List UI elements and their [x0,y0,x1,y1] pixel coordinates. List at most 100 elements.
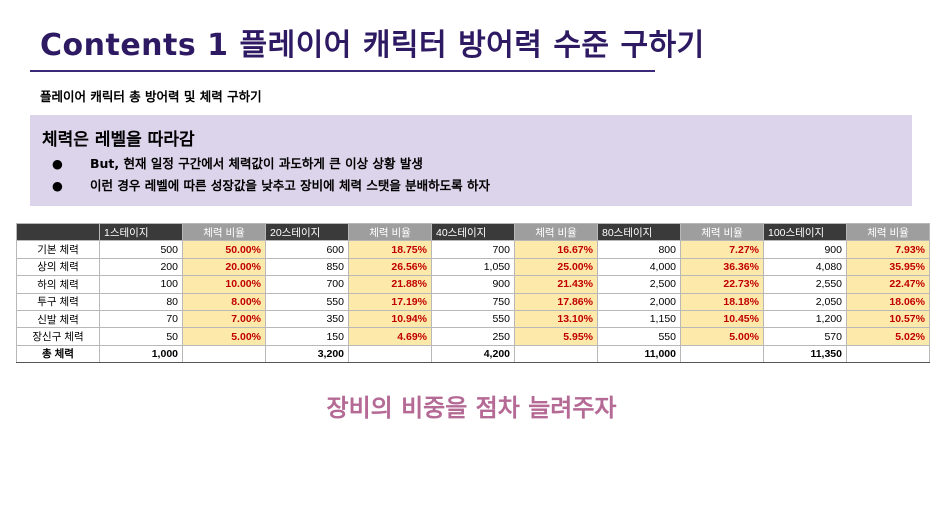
health-value-cell: 70 [99,309,183,329]
health-value-cell: 4,080 [763,257,847,277]
health-value-cell: 550 [265,292,349,311]
empty-cell [182,344,266,364]
table-row: 하의 체력 100 10.00% 700 21.88% 900 21.43% 2,500 22.… [16,275,930,294]
health-ratio-cell: 26.56% [348,257,432,277]
empty-cell [846,344,930,364]
stage-header: 1스테이지 [99,222,183,242]
row-label: 투구 체력 [16,292,100,311]
health-ratio-cell: 18.18% [680,292,764,311]
health-value-cell: 700 [431,240,515,259]
health-value-cell: 600 [265,240,349,259]
health-ratio-cell: 21.43% [514,275,598,294]
health-value-cell: 200 [99,257,183,277]
bullet-text: 이런 경우 레벨에 따른 성장값을 낮추고 장비에 체력 스탯을 분배하도록 하… [90,178,491,193]
row-label: 신발 체력 [16,309,100,329]
empty-cell [348,344,432,364]
health-ratio-cell: 7.27% [680,240,764,259]
table-row: 신발 체력 70 7.00% 350 10.94% 550 13.10% 1,150 10.45… [16,309,930,329]
empty-cell [680,344,764,364]
health-value-cell: 550 [431,309,515,329]
summary-bullet-list: ● But, 현재 일정 구간에서 체력값이 과도하게 큰 이상 상황 발생 ● 이… [50,153,490,197]
health-ratio-cell: 18.75% [348,240,432,259]
stage-header: 20스테이지 [265,222,349,242]
health-value-cell: 250 [431,327,515,346]
row-label: 하의 체력 [16,275,100,294]
table-row: 장신구 체력 50 5.00% 150 4.69% 250 5.95% 550 5.00% 570… [16,327,930,346]
bullet-item: ● 이런 경우 레벨에 따른 성장값을 낮추고 장비에 체력 스탯을 분배하도록 … [50,175,490,197]
total-value-cell: 4,200 [431,344,515,364]
total-label: 총 체력 [16,344,100,364]
table-row: 기본 체력 500 50.00% 600 18.75% 700 16.67% 800 7.27%… [16,240,930,259]
health-value-cell: 700 [265,275,349,294]
health-value-cell: 2,500 [597,275,681,294]
health-value-cell: 2,050 [763,292,847,311]
table-row: 상의 체력 200 20.00% 850 26.56% 1,050 25.00% 4,000 3… [16,257,930,277]
health-value-cell: 1,200 [763,309,847,329]
health-value-cell: 850 [265,257,349,277]
health-value-cell: 100 [99,275,183,294]
health-ratio-cell: 7.00% [182,309,266,329]
health-ratio-cell: 7.93% [846,240,930,259]
ratio-header: 체력 비율 [182,222,266,242]
table-header-row: 1스테이지 체력 비율 20스테이지 체력 비율 40스테이지 체력 비율 80스테이지 체력… [16,222,930,242]
health-ratio-cell: 10.57% [846,309,930,329]
row-label: 기본 체력 [16,240,100,259]
health-ratio-cell: 5.95% [514,327,598,346]
bullet-item: ● But, 현재 일정 구간에서 체력값이 과도하게 큰 이상 상황 발생 [50,153,490,175]
health-ratio-cell: 20.00% [182,257,266,277]
health-ratio-cell: 21.88% [348,275,432,294]
health-ratio-cell: 10.45% [680,309,764,329]
summary-heading: 체력은 레벨을 따라감 [42,130,195,150]
callout-text: 장비의 비중을 점차 늘려주자 [326,394,617,422]
summary-box: 체력은 레벨을 따라감 ● But, 현재 일정 구간에서 체력값이 과도하게 큰… [30,115,912,206]
health-ratio-cell: 5.02% [846,327,930,346]
ratio-header: 체력 비율 [514,222,598,242]
health-ratio-cell: 10.00% [182,275,266,294]
health-value-cell: 1,050 [431,257,515,277]
health-value-cell: 1,150 [597,309,681,329]
table-row: 투구 체력 80 8.00% 550 17.19% 750 17.86% 2,000 18.18… [16,292,930,311]
health-ratio-cell: 25.00% [514,257,598,277]
health-ratio-cell: 8.00% [182,292,266,311]
title-underline [30,70,655,72]
health-ratio-cell: 22.47% [846,275,930,294]
empty-cell [514,344,598,364]
health-ratio-cell: 13.10% [514,309,598,329]
health-ratio-cell: 50.00% [182,240,266,259]
health-ratio-cell: 4.69% [348,327,432,346]
health-ratio-cell: 5.00% [182,327,266,346]
total-value-cell: 1,000 [99,344,183,364]
stage-header: 40스테이지 [431,222,515,242]
health-value-cell: 4,000 [597,257,681,277]
health-value-cell: 150 [265,327,349,346]
row-label: 장신구 체력 [16,327,100,346]
health-value-cell: 900 [431,275,515,294]
health-ratio-cell: 35.95% [846,257,930,277]
health-value-cell: 750 [431,292,515,311]
ratio-header: 체력 비율 [846,222,930,242]
ratio-header: 체력 비율 [348,222,432,242]
health-ratio-cell: 10.94% [348,309,432,329]
health-table: 1스테이지 체력 비율 20스테이지 체력 비율 40스테이지 체력 비율 80스테이지 체력… [16,222,930,364]
health-value-cell: 350 [265,309,349,329]
health-ratio-cell: 36.36% [680,257,764,277]
health-ratio-cell: 5.00% [680,327,764,346]
health-ratio-cell: 18.06% [846,292,930,311]
total-value-cell: 11,350 [763,344,847,364]
health-value-cell: 570 [763,327,847,346]
health-ratio-cell: 22.73% [680,275,764,294]
page-title: Contents 1 플레이어 캐릭터 방어력 수준 구하기 [40,28,705,63]
bullet-dot-icon: ● [52,156,63,171]
health-value-cell: 2,550 [763,275,847,294]
row-label: 상의 체력 [16,257,100,277]
bullet-text: But, 현재 일정 구간에서 체력값이 과도하게 큰 이상 상황 발생 [90,156,423,171]
table-total-row: 총 체력 1,000 3,200 4,200 11,000 11,350 [16,344,930,364]
health-value-cell: 2,000 [597,292,681,311]
total-value-cell: 11,000 [597,344,681,364]
stage-header: 80스테이지 [597,222,681,242]
health-value-cell: 550 [597,327,681,346]
page-subtitle: 플레이어 캐릭터 총 방어력 및 체력 구하기 [40,89,262,104]
health-value-cell: 50 [99,327,183,346]
ratio-header: 체력 비율 [680,222,764,242]
health-ratio-cell: 16.67% [514,240,598,259]
